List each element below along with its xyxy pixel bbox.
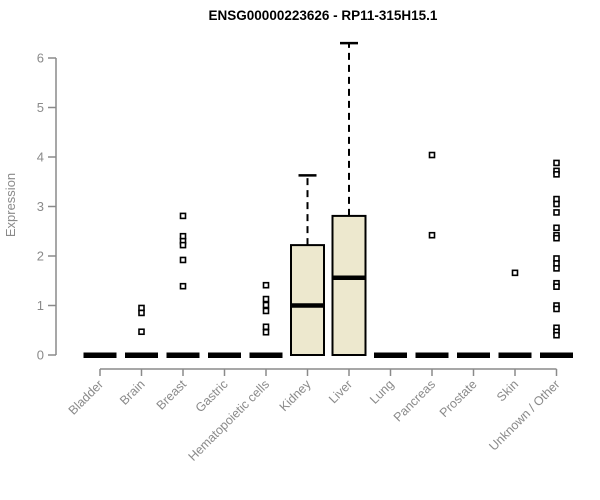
- outlier-point-unknown-other: [553, 331, 560, 339]
- outlier-point-hematopoietic-cells: [262, 328, 270, 336]
- outlier-point-unknown-other: [553, 224, 560, 232]
- collapsed-box-gastric: [208, 352, 241, 358]
- outlier-point-brain: [138, 309, 145, 317]
- chart-title: ENSG00000223626 - RP11-315H15.1: [208, 8, 438, 23]
- collapsed-box-bladder: [83, 352, 117, 358]
- collapsed-box-brain: [125, 352, 158, 358]
- outlier-point-breast: [179, 241, 187, 249]
- x-tick-label: Unknown / Other: [486, 377, 562, 453]
- y-tick-label: 1: [37, 298, 44, 313]
- x-tick-label: Lung: [367, 377, 397, 407]
- x-tick-label: Liver: [326, 377, 355, 406]
- x-tick-label: Kidney: [277, 377, 314, 414]
- x-tick-label: Hematopoietic cells: [186, 377, 273, 464]
- outlier-point-hematopoietic-cells: [262, 281, 270, 289]
- outlier-point-hematopoietic-cells: [262, 307, 270, 315]
- collapsed-box-pancreas: [415, 352, 449, 358]
- collapsed-box-lung: [374, 352, 407, 358]
- outlier-point-unknown-other: [553, 265, 560, 272]
- outlier-point-pancreas: [428, 151, 436, 159]
- outlier-point-unknown-other: [553, 200, 560, 208]
- outlier-point-hematopoietic-cells: [262, 295, 270, 303]
- outlier-point-skin: [511, 269, 519, 277]
- y-tick-label: 3: [37, 199, 44, 214]
- outlier-point-unknown-other: [553, 234, 560, 242]
- outlier-point-unknown-other: [553, 159, 560, 167]
- outlier-point-hematopoietic-cells: [262, 301, 270, 309]
- box-kidney: [290, 244, 325, 356]
- box-liver: [331, 214, 367, 356]
- outlier-point-unknown-other: [553, 305, 560, 313]
- outlier-point-unknown-other: [553, 209, 560, 216]
- y-tick-label: 2: [37, 249, 44, 264]
- outlier-point-breast: [179, 212, 187, 220]
- collapsed-box-hematopoietic-cells: [249, 352, 283, 358]
- y-tick-label: 4: [37, 150, 44, 165]
- outlier-point-unknown-other: [553, 283, 560, 290]
- x-tick-label: Prostate: [437, 377, 480, 420]
- x-tick-label: Skin: [494, 377, 521, 404]
- x-tick-label: Bladder: [66, 377, 106, 417]
- outlier-point-hematopoietic-cells: [262, 323, 270, 331]
- y-tick-label: 6: [37, 51, 44, 66]
- y-tick-label: 5: [37, 100, 44, 115]
- y-tick-label: 0: [37, 348, 44, 363]
- collapsed-box-skin: [498, 352, 532, 358]
- collapsed-box-unknown-other: [540, 352, 573, 358]
- outlier-point-brain: [138, 328, 145, 336]
- collapsed-box-prostate: [457, 352, 490, 358]
- outlier-point-breast: [179, 282, 187, 290]
- outlier-point-unknown-other: [553, 171, 560, 178]
- outlier-point-pancreas: [428, 231, 436, 239]
- x-tick-label: Brain: [117, 377, 148, 408]
- x-tick-label: Breast: [154, 377, 190, 413]
- x-tick-label: Gastric: [193, 377, 231, 415]
- x-tick-label: Pancreas: [391, 377, 438, 424]
- outlier-point-breast: [179, 256, 187, 264]
- collapsed-box-breast: [166, 352, 200, 358]
